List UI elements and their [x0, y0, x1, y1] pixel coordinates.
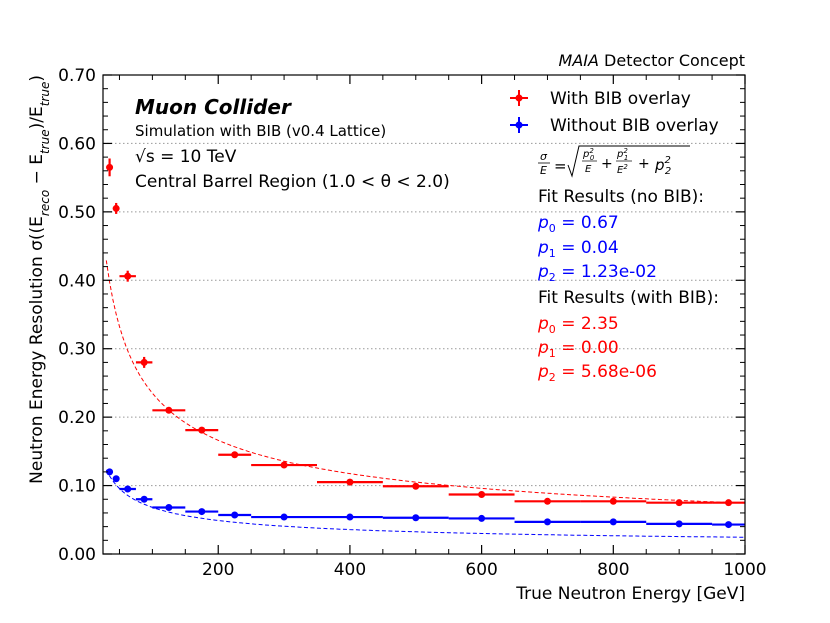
- legend-label-no-bib: Without BIB overlay: [550, 116, 719, 136]
- legend-marker-no-bib: [510, 117, 528, 133]
- fit-with-bib-curve: [105, 260, 746, 504]
- energy-label: √s = 10 TeV: [135, 147, 237, 167]
- fit-p2-with-bib: p2 = 5.68e-06: [537, 362, 657, 384]
- data-point-with-bib: [448, 490, 515, 498]
- data-point-with-bib: [135, 356, 153, 368]
- fit-p1-no-bib: p1 = 0.04: [537, 238, 619, 260]
- formula-e: E: [540, 164, 547, 177]
- fit-p0-no-bib: p0 = 0.67: [537, 213, 619, 235]
- formula-plus2: +: [638, 156, 650, 172]
- legend-marker-with-bib: [510, 90, 528, 106]
- data-point-with-bib: [185, 426, 219, 434]
- data-point-with-bib: [712, 499, 745, 507]
- formula-p0: p2 0: [582, 147, 595, 162]
- formula-e2: E2: [617, 163, 628, 176]
- fit-p0-with-bib: p0 = 2.35: [537, 314, 619, 336]
- x-tick-label: 200: [202, 560, 234, 580]
- data-point-no-bib: [112, 475, 120, 483]
- data-point-with-bib: [119, 270, 136, 282]
- data-point-no-bib: [448, 514, 515, 522]
- data-point-no-bib: [580, 518, 647, 526]
- data-point-with-bib: [152, 406, 186, 414]
- data-point-no-bib: [135, 495, 153, 503]
- fit-p1-with-bib: p1 = 0.00: [537, 338, 619, 360]
- y-tick-label: 0.40: [58, 271, 96, 291]
- axis-ticks: 200 400 600 800 1000 0.00 0.10 0.20 0.30 0.40 0.50…: [58, 66, 766, 580]
- data-point-with-bib: [382, 482, 449, 490]
- data-point-no-bib: [646, 520, 713, 528]
- data-point-no-bib: [119, 485, 136, 493]
- data-point-no-bib: [251, 513, 317, 521]
- fit-results-with-bib-title: Fit Results (with BIB):: [538, 288, 719, 308]
- y-tick-label: 0.60: [58, 134, 96, 154]
- fit-results-no-bib-title: Fit Results (no BIB):: [538, 187, 704, 207]
- fit-formula: σ E = p2 0 E + p2 1 E2 + p2 2: [538, 145, 690, 178]
- data-point-with-bib: [317, 478, 383, 486]
- y-tick-label: 0.50: [58, 203, 96, 223]
- x-tick-label: 400: [334, 560, 366, 580]
- fit-curves: [105, 260, 746, 538]
- formula-p1: p2 1: [616, 147, 628, 162]
- data-point-with-bib: [112, 202, 120, 214]
- data-point-no-bib: [382, 514, 449, 522]
- fit-p2-no-bib: p2 = 1.23e-02: [537, 262, 657, 284]
- legend: With BIB overlay Without BIB overlay: [510, 89, 719, 136]
- legend-label-with-bib: With BIB overlay: [550, 89, 691, 109]
- formula-sigma: σ: [540, 150, 548, 163]
- data-point-no-bib: [152, 503, 186, 511]
- chart-title: Muon Collider: [135, 95, 292, 119]
- data-point-with-bib: [580, 497, 647, 505]
- y-tick-label: 0.70: [58, 66, 96, 86]
- y-tick-label: 0.00: [58, 545, 96, 565]
- formula-e1: E: [585, 164, 592, 175]
- formula-eq: =: [554, 157, 567, 175]
- x-tick-label: 600: [465, 560, 497, 580]
- formula-p2: p2 2: [654, 155, 671, 177]
- data-point-with-bib: [106, 158, 114, 177]
- y-tick-label: 0.20: [58, 408, 96, 428]
- data-point-with-bib: [218, 451, 252, 459]
- data-point-no-bib: [185, 508, 219, 516]
- data-point-no-bib: [514, 518, 581, 526]
- data-point-with-bib: [514, 497, 581, 505]
- data-point-no-bib: [317, 513, 383, 521]
- x-tick-label: 800: [597, 560, 629, 580]
- data-point-no-bib: [712, 521, 745, 529]
- data-point-with-bib: [646, 499, 713, 507]
- region-label: Central Barrel Region (1.0 < θ < 2.0): [135, 172, 450, 192]
- x-tick-label: 1000: [723, 560, 766, 580]
- y-tick-label: 0.10: [58, 477, 96, 497]
- x-axis-label: True Neutron Energy [GeV]: [515, 584, 745, 604]
- formula-plus1: +: [601, 156, 613, 172]
- chart-subtitle: Simulation with BIB (v0.4 Lattice): [135, 122, 386, 140]
- y-axis-label: Neutron Energy Resolution σ((Ereco − Etr…: [27, 75, 52, 484]
- data-point-no-bib: [218, 511, 252, 519]
- data-points: [106, 158, 745, 529]
- data-point-with-bib: [251, 461, 317, 469]
- y-tick-label: 0.30: [58, 340, 96, 360]
- plot-frame: [102, 74, 746, 555]
- fit-no-bib-curve: [105, 469, 745, 538]
- detector-concept-label: MAIA Detector Concept: [559, 51, 745, 70]
